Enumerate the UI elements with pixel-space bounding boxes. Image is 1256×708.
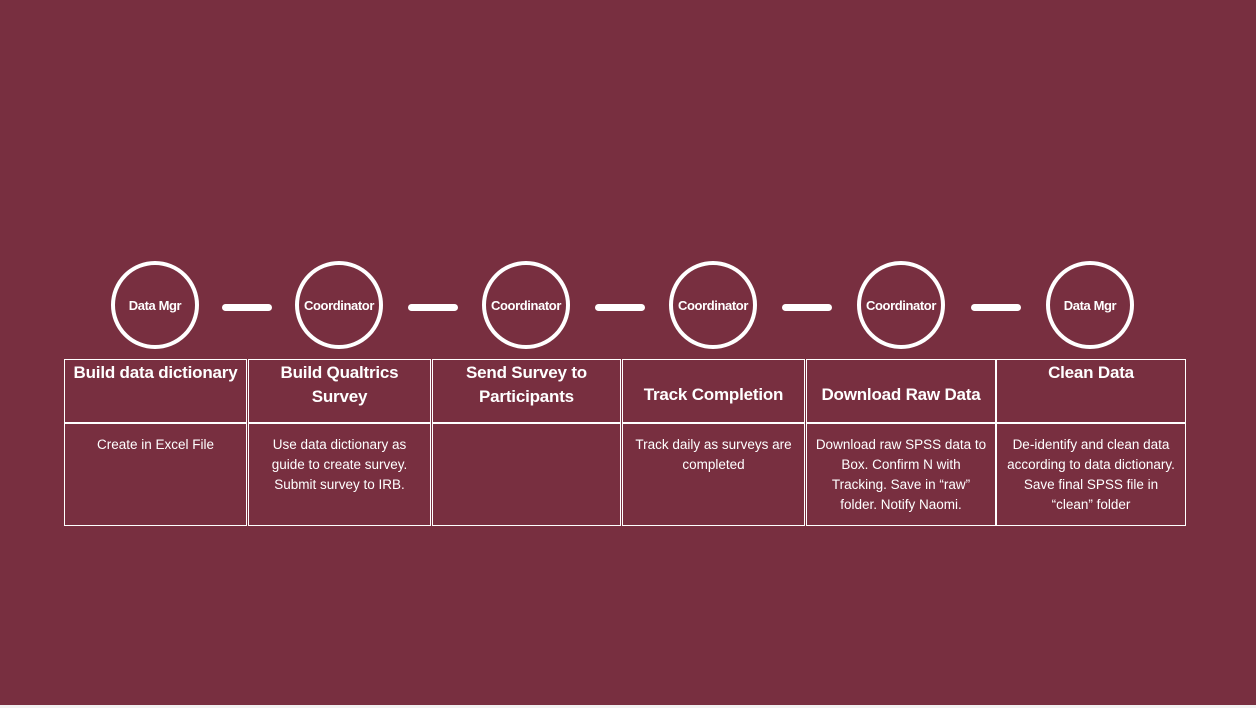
step-3-description-box — [432, 423, 621, 526]
step-1-description-box: Create in Excel File — [64, 423, 247, 526]
step-2-title-box: Build Qualtrics Survey — [248, 359, 431, 423]
step-4-role-label: Coordinator — [678, 297, 748, 313]
step-6-title-box: Clean Data — [996, 359, 1186, 423]
step-2-role-circle: Coordinator — [295, 261, 383, 349]
step-4-description-box: Track daily as surveys are completed — [622, 423, 805, 526]
step-5-title: Download Raw Data — [821, 385, 981, 404]
step-2-description: Use data dictionary as guide to create s… — [271, 437, 408, 492]
step-2-title: Build Qualtrics Survey — [280, 363, 399, 406]
step-6-description-box: De-identify and clean data according to … — [996, 423, 1186, 526]
step-5-role-label: Coordinator — [866, 297, 936, 313]
step-6-role-circle: Data Mgr — [1046, 261, 1134, 349]
connector-4-5 — [782, 304, 832, 311]
step-5-title-box: Download Raw Data — [806, 359, 996, 423]
step-4-title: Track Completion — [643, 385, 784, 404]
connector-1-2 — [222, 304, 272, 311]
step-1-role-label: Data Mgr — [128, 297, 182, 313]
connector-5-6 — [971, 304, 1021, 311]
step-4-description: Track daily as surveys are completed — [635, 437, 792, 472]
step-6-description: De-identify and clean data according to … — [1007, 437, 1175, 512]
step-2-role-label: Coordinator — [304, 297, 374, 313]
step-1-role-circle: Data Mgr — [111, 261, 199, 349]
step-3-role-circle: Coordinator — [482, 261, 570, 349]
step-5-description-box: Download raw SPSS data to Box. Confirm N… — [806, 423, 996, 526]
connector-3-4 — [595, 304, 645, 311]
step-1-title: Build data dictionary — [73, 363, 238, 382]
step-2-description-box: Use data dictionary as guide to create s… — [248, 423, 431, 526]
step-3-role-label: Coordinator — [491, 297, 561, 313]
step-5-role-circle: Coordinator — [857, 261, 945, 349]
step-4-title-box: Track Completion — [622, 359, 805, 423]
connector-2-3 — [408, 304, 458, 311]
step-1-description: Create in Excel File — [96, 437, 215, 452]
step-6-role-label: Data Mgr — [1063, 297, 1117, 313]
step-4-role-circle: Coordinator — [669, 261, 757, 349]
step-5-description: Download raw SPSS data to Box. Confirm N… — [815, 437, 987, 512]
step-3-title-box: Send Survey to Participants — [432, 359, 621, 423]
step-3-title: Send Survey to Participants — [466, 363, 587, 406]
step-1-title-box: Build data dictionary — [64, 359, 247, 423]
step-6-title: Clean Data — [1048, 363, 1134, 382]
